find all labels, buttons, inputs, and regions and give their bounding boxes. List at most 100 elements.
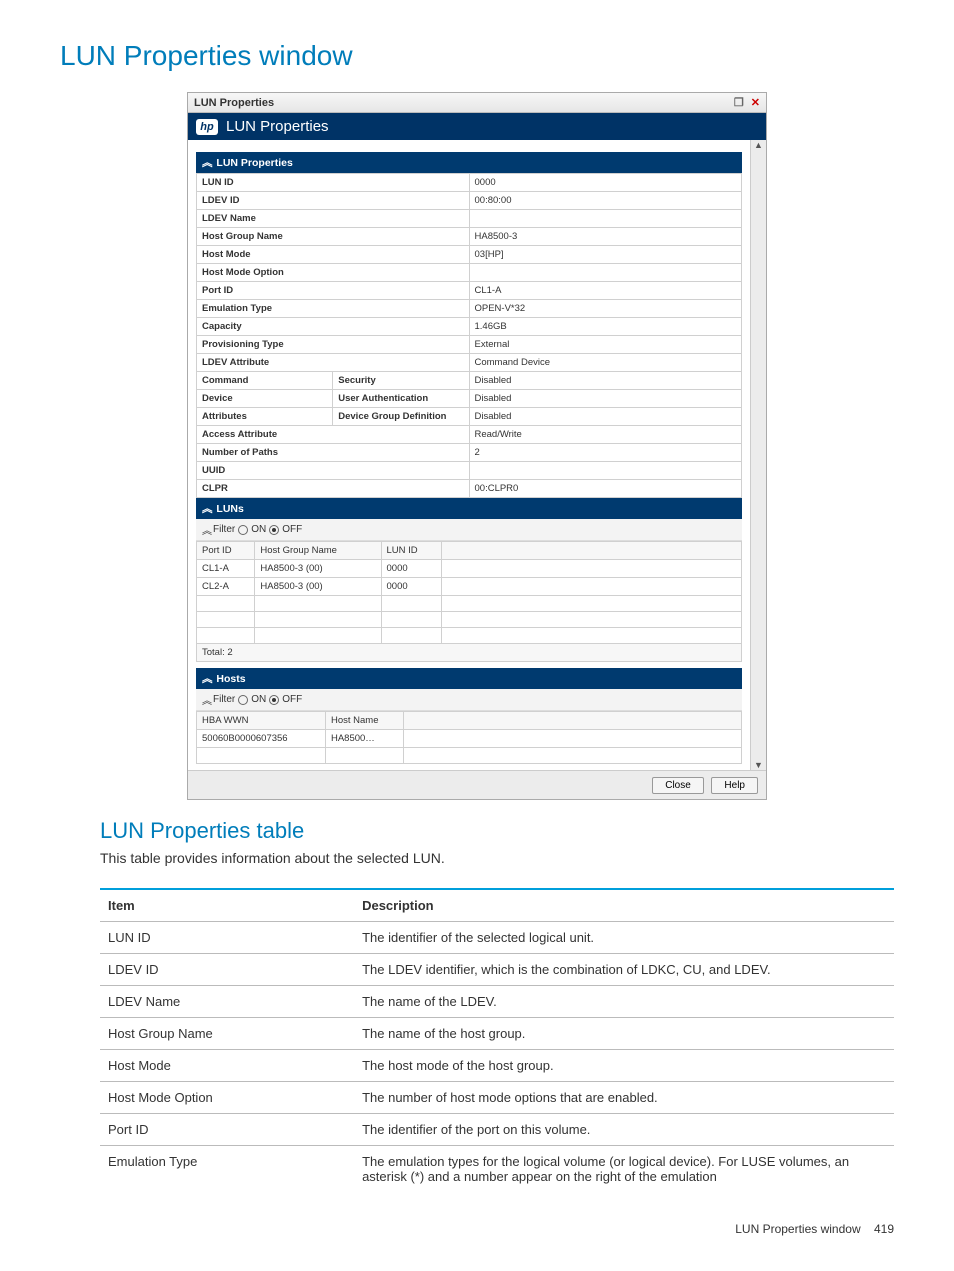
prop-label: Attributes: [197, 408, 333, 426]
hosts-filter-off-label: OFF: [282, 694, 302, 705]
section-lun-properties-label: LUN Properties: [216, 157, 292, 169]
luns-column-header: Host Group Name: [255, 542, 381, 560]
close-button[interactable]: Close: [652, 777, 704, 794]
scroll-down-icon[interactable]: ▼: [754, 760, 763, 770]
desc-item: Host Mode: [100, 1050, 354, 1082]
description-table: ItemDescription LUN IDThe identifier of …: [100, 888, 894, 1192]
prop-value: HA8500-3: [469, 228, 742, 246]
desc-text: The emulation types for the logical volu…: [354, 1146, 894, 1193]
prop-value: 0000: [469, 174, 742, 192]
prop-label: Device: [197, 390, 333, 408]
prop-value: 00:80:00: [469, 192, 742, 210]
desc-item: Host Mode Option: [100, 1082, 354, 1114]
luns-cell: HA8500-3 (00): [255, 578, 381, 596]
page-footer: LUN Properties window 419: [60, 1222, 894, 1236]
prop-value: Disabled: [469, 408, 742, 426]
prop-label: Command: [197, 372, 333, 390]
hosts-filter-on-radio[interactable]: [238, 695, 248, 705]
footer-label: LUN Properties window: [735, 1222, 860, 1236]
desc-text: The host mode of the host group.: [354, 1050, 894, 1082]
hosts-table: HBA WWNHost Name 50060B0000607356HA8500…: [196, 711, 742, 764]
section-lun-properties: ︽ LUN Properties: [196, 152, 742, 173]
luns-filter-on-radio[interactable]: [238, 525, 248, 535]
prop-value: 00:CLPR0: [469, 480, 742, 498]
window-title-text: LUN Properties: [194, 97, 274, 109]
footer-page: 419: [874, 1222, 894, 1236]
prop-value: [469, 462, 742, 480]
hosts-column-header: HBA WWN: [197, 712, 326, 730]
prop-value: Read/Write: [469, 426, 742, 444]
prop-value: Disabled: [469, 372, 742, 390]
desc-item: Host Group Name: [100, 1018, 354, 1050]
prop-label: Host Mode: [197, 246, 470, 264]
section-luns-label: LUNs: [216, 503, 243, 515]
window-titlebar: LUN Properties ❐ ✕: [188, 93, 766, 113]
vertical-scrollbar[interactable]: ▲ ▼: [750, 140, 766, 770]
prop-value: 1.46GB: [469, 318, 742, 336]
window-footer: Close Help: [188, 770, 766, 799]
properties-table: LUN ID0000LDEV ID00:80:00LDEV NameHost G…: [196, 173, 742, 498]
luns-filter-on-label: ON: [251, 524, 266, 535]
filter-label: Filter: [213, 524, 235, 535]
luns-cell: HA8500-3 (00): [255, 560, 381, 578]
section-hosts: ︽ Hosts: [196, 668, 742, 689]
desc-text: The identifier of the port on this volum…: [354, 1114, 894, 1146]
section-luns: ︽ LUNs: [196, 498, 742, 519]
prop-label: Access Attribute: [197, 426, 470, 444]
lun-properties-window: LUN Properties ❐ ✕ hp LUN Properties ︽ L…: [187, 92, 767, 800]
restore-icon[interactable]: ❐: [734, 97, 744, 109]
hosts-filter-off-radio[interactable]: [269, 695, 279, 705]
luns-column-header: Port ID: [197, 542, 255, 560]
desc-header: Item: [100, 889, 354, 922]
prop-sublabel: Device Group Definition: [333, 408, 469, 426]
prop-label: LDEV Name: [197, 210, 470, 228]
chevron-icon: ︽: [202, 503, 210, 515]
prop-sublabel: User Authentication: [333, 390, 469, 408]
luns-filter-off-label: OFF: [282, 524, 302, 535]
prop-value: OPEN-V*32: [469, 300, 742, 318]
hosts-cell: 50060B0000607356: [197, 730, 326, 748]
prop-value: 03[HP]: [469, 246, 742, 264]
window-banner: hp LUN Properties: [188, 113, 766, 140]
prop-label: LUN ID: [197, 174, 470, 192]
luns-filter-off-radio[interactable]: [269, 525, 279, 535]
luns-total: Total: 2: [197, 644, 742, 662]
subsection-title: LUN Properties table: [100, 818, 894, 844]
prop-value: Command Device: [469, 354, 742, 372]
prop-label: UUID: [197, 462, 470, 480]
chevron-icon: ︽: [202, 522, 209, 537]
desc-item: LDEV ID: [100, 954, 354, 986]
hosts-column-header: Host Name: [325, 712, 403, 730]
prop-label: Capacity: [197, 318, 470, 336]
luns-table: Port IDHost Group NameLUN ID CL1-AHA8500…: [196, 541, 742, 644]
luns-column-header: LUN ID: [381, 542, 442, 560]
help-button[interactable]: Help: [711, 777, 758, 794]
prop-label: CLPR: [197, 480, 470, 498]
desc-text: The number of host mode options that are…: [354, 1082, 894, 1114]
prop-value: Disabled: [469, 390, 742, 408]
chevron-icon: ︽: [202, 157, 210, 169]
banner-title: LUN Properties: [226, 118, 329, 135]
prop-value: [469, 264, 742, 282]
desc-item: Port ID: [100, 1114, 354, 1146]
desc-item: LUN ID: [100, 922, 354, 954]
luns-filter-row: ︽ Filter ON OFF: [196, 519, 742, 541]
desc-item: Emulation Type: [100, 1146, 354, 1193]
prop-label: Number of Paths: [197, 444, 470, 462]
desc-text: The identifier of the selected logical u…: [354, 922, 894, 954]
close-icon[interactable]: ✕: [751, 97, 760, 109]
desc-text: The name of the LDEV.: [354, 986, 894, 1018]
luns-cell: 0000: [381, 560, 442, 578]
section-hosts-label: Hosts: [216, 673, 245, 685]
chevron-icon: ︽: [202, 673, 210, 685]
scroll-up-icon[interactable]: ▲: [754, 140, 763, 150]
prop-label: Provisioning Type: [197, 336, 470, 354]
subsection-desc: This table provides information about th…: [100, 850, 894, 866]
page-title: LUN Properties window: [60, 40, 894, 72]
hp-logo: hp: [196, 119, 218, 135]
hosts-filter-row: ︽ Filter ON OFF: [196, 689, 742, 711]
hosts-cell: HA8500…: [325, 730, 403, 748]
luns-cell: CL2-A: [197, 578, 255, 596]
hosts-filter-on-label: ON: [251, 694, 266, 705]
prop-value: [469, 210, 742, 228]
